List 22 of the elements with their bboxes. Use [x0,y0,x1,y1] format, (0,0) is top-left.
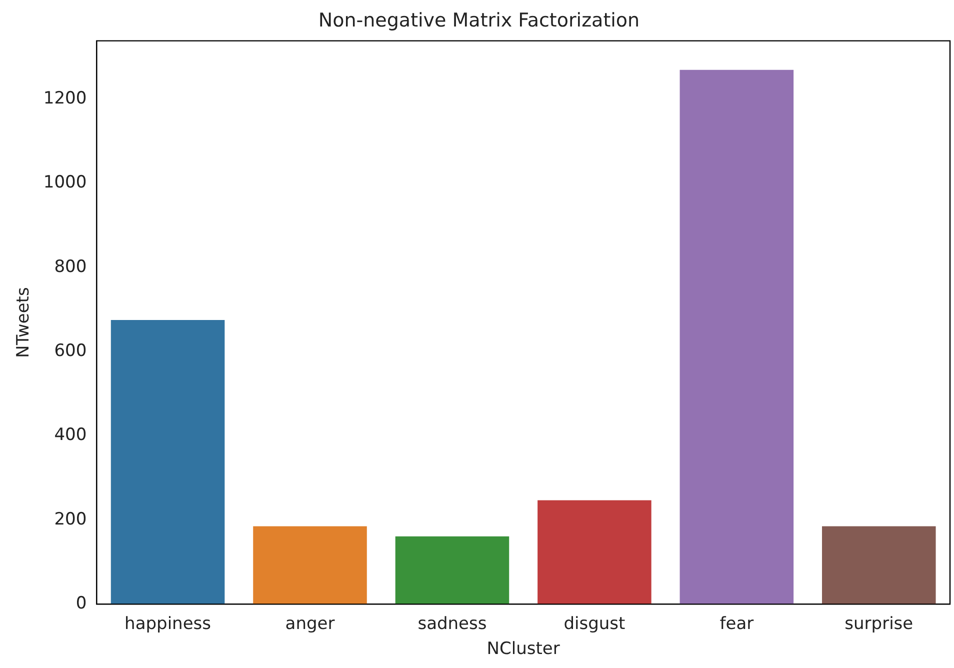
x-tick-label: disgust [564,614,626,634]
bar [680,70,794,604]
y-tick-label: 0 [76,594,87,614]
bar [538,500,652,604]
bar [110,320,225,604]
y-tick-label: 1000 [43,172,87,193]
y-tick-label: 800 [54,256,87,277]
y-tick-label: 1200 [43,88,87,108]
y-tick-label: 200 [54,509,87,530]
x-tick-label: anger [285,614,335,634]
y-tick-label: 600 [54,340,87,361]
bar [253,526,367,604]
x-axis-title: NCluster [486,639,560,660]
y-axis-title: NTweets [14,287,34,358]
x-tick-label: sadness [418,614,487,634]
bar [395,536,510,604]
bar [822,526,936,604]
x-tick-label: surprise [844,614,914,634]
y-tick-label: 400 [54,425,87,446]
x-tick-label: fear [720,614,754,634]
chart-title: Non-negative Matrix Factorization [318,9,640,32]
x-tick-label: happiness [124,614,212,634]
